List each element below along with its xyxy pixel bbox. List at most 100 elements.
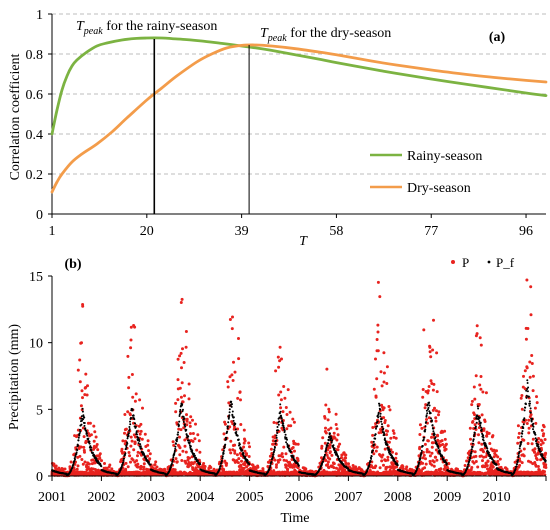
p-point [379,370,383,374]
p-point [242,445,246,449]
pf-point [125,446,128,449]
p-point [477,433,480,437]
pf-point [279,410,282,413]
p-point [261,468,265,472]
p-point [535,401,539,405]
p-point [237,457,241,461]
pf-point [228,414,231,417]
pf-point [239,447,242,450]
p-point [518,463,522,467]
p-point [382,371,386,375]
p-point [147,449,151,453]
p-point [127,386,131,390]
p-point [439,467,443,471]
p-point [296,442,300,446]
p-point [483,420,487,423]
p-point [516,441,520,445]
pf-point [85,429,88,432]
pf-point [376,414,379,417]
p-point [133,325,137,329]
p-point [321,436,325,440]
p-point [92,439,96,443]
p-point [429,379,433,383]
p-point [142,462,146,466]
p-point [394,452,398,456]
p-point [282,445,286,449]
pf-point [241,449,244,452]
p-point [479,343,483,347]
p-point [180,297,184,301]
p-point [543,470,546,474]
p-point [247,455,251,458]
p-point [437,410,441,414]
pf-point [248,463,251,466]
x-tick-label: 77 [424,224,438,239]
pf-point [175,442,177,445]
p-point [233,443,237,447]
p-point [421,388,425,391]
p-point [232,360,235,364]
p-point [184,450,188,454]
p-point [334,423,338,426]
p-point [123,413,127,416]
p-point [471,420,475,423]
p-point [120,447,124,451]
pf-point [281,420,284,423]
p-point [80,458,84,461]
p-point [175,460,179,464]
p-point [129,346,133,350]
p-point [534,421,538,425]
pf-point [131,408,134,411]
p-point [279,406,283,410]
pf-point [172,456,175,459]
p-point [527,426,531,430]
p-point [274,369,278,373]
p-point [86,384,89,388]
p-point [520,407,524,411]
p-point [443,429,447,433]
p-point [198,465,202,469]
pf-point [383,437,386,440]
p-point [401,467,405,471]
p-point [96,448,100,452]
p-point [202,462,206,465]
pf-point [82,414,85,417]
p-point [281,410,285,414]
pf-point [100,465,103,468]
pf-point [132,414,135,417]
p-point [535,458,539,462]
pf-point [379,412,382,415]
p-point [374,357,377,361]
pf-point [378,404,381,407]
pf-point [285,436,288,439]
p-point [129,325,133,329]
p-point [233,451,237,455]
y-tick-label: 0.2 [26,168,44,183]
p-point [418,433,422,436]
p-point [430,445,434,449]
p-point [447,462,451,465]
panel-a-axes [51,14,546,215]
pf-point [382,427,385,430]
p-point [176,378,180,382]
p-point [480,413,484,417]
p-point [136,450,140,454]
pf-point [221,457,224,460]
p-point [179,428,183,432]
p-point [354,465,358,469]
pf-point [133,418,136,421]
p-point [87,462,91,466]
p-point [477,403,481,406]
p-point [525,366,529,370]
p-point [178,446,182,450]
p-point [475,324,479,328]
p-point [73,468,76,472]
p-point [326,460,330,464]
panel-a-chart: 00.20.40.60.81 1 20 39 58 77 96 Tpeak for the… [8,8,548,249]
p-point [382,351,386,355]
p-point [434,448,438,452]
pf-point [86,434,89,437]
p-point [126,354,130,358]
pf-point [237,438,240,441]
